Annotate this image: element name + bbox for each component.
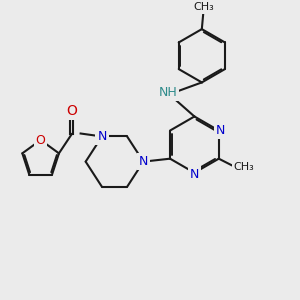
Text: N: N [216,124,225,137]
Text: N: N [139,155,148,168]
Text: O: O [66,104,77,118]
Text: CH₃: CH₃ [233,162,254,172]
Text: N: N [190,168,199,181]
Text: NH: NH [158,86,177,99]
Text: CH₃: CH₃ [193,2,214,13]
Text: O: O [36,134,46,146]
Text: N: N [97,130,106,143]
